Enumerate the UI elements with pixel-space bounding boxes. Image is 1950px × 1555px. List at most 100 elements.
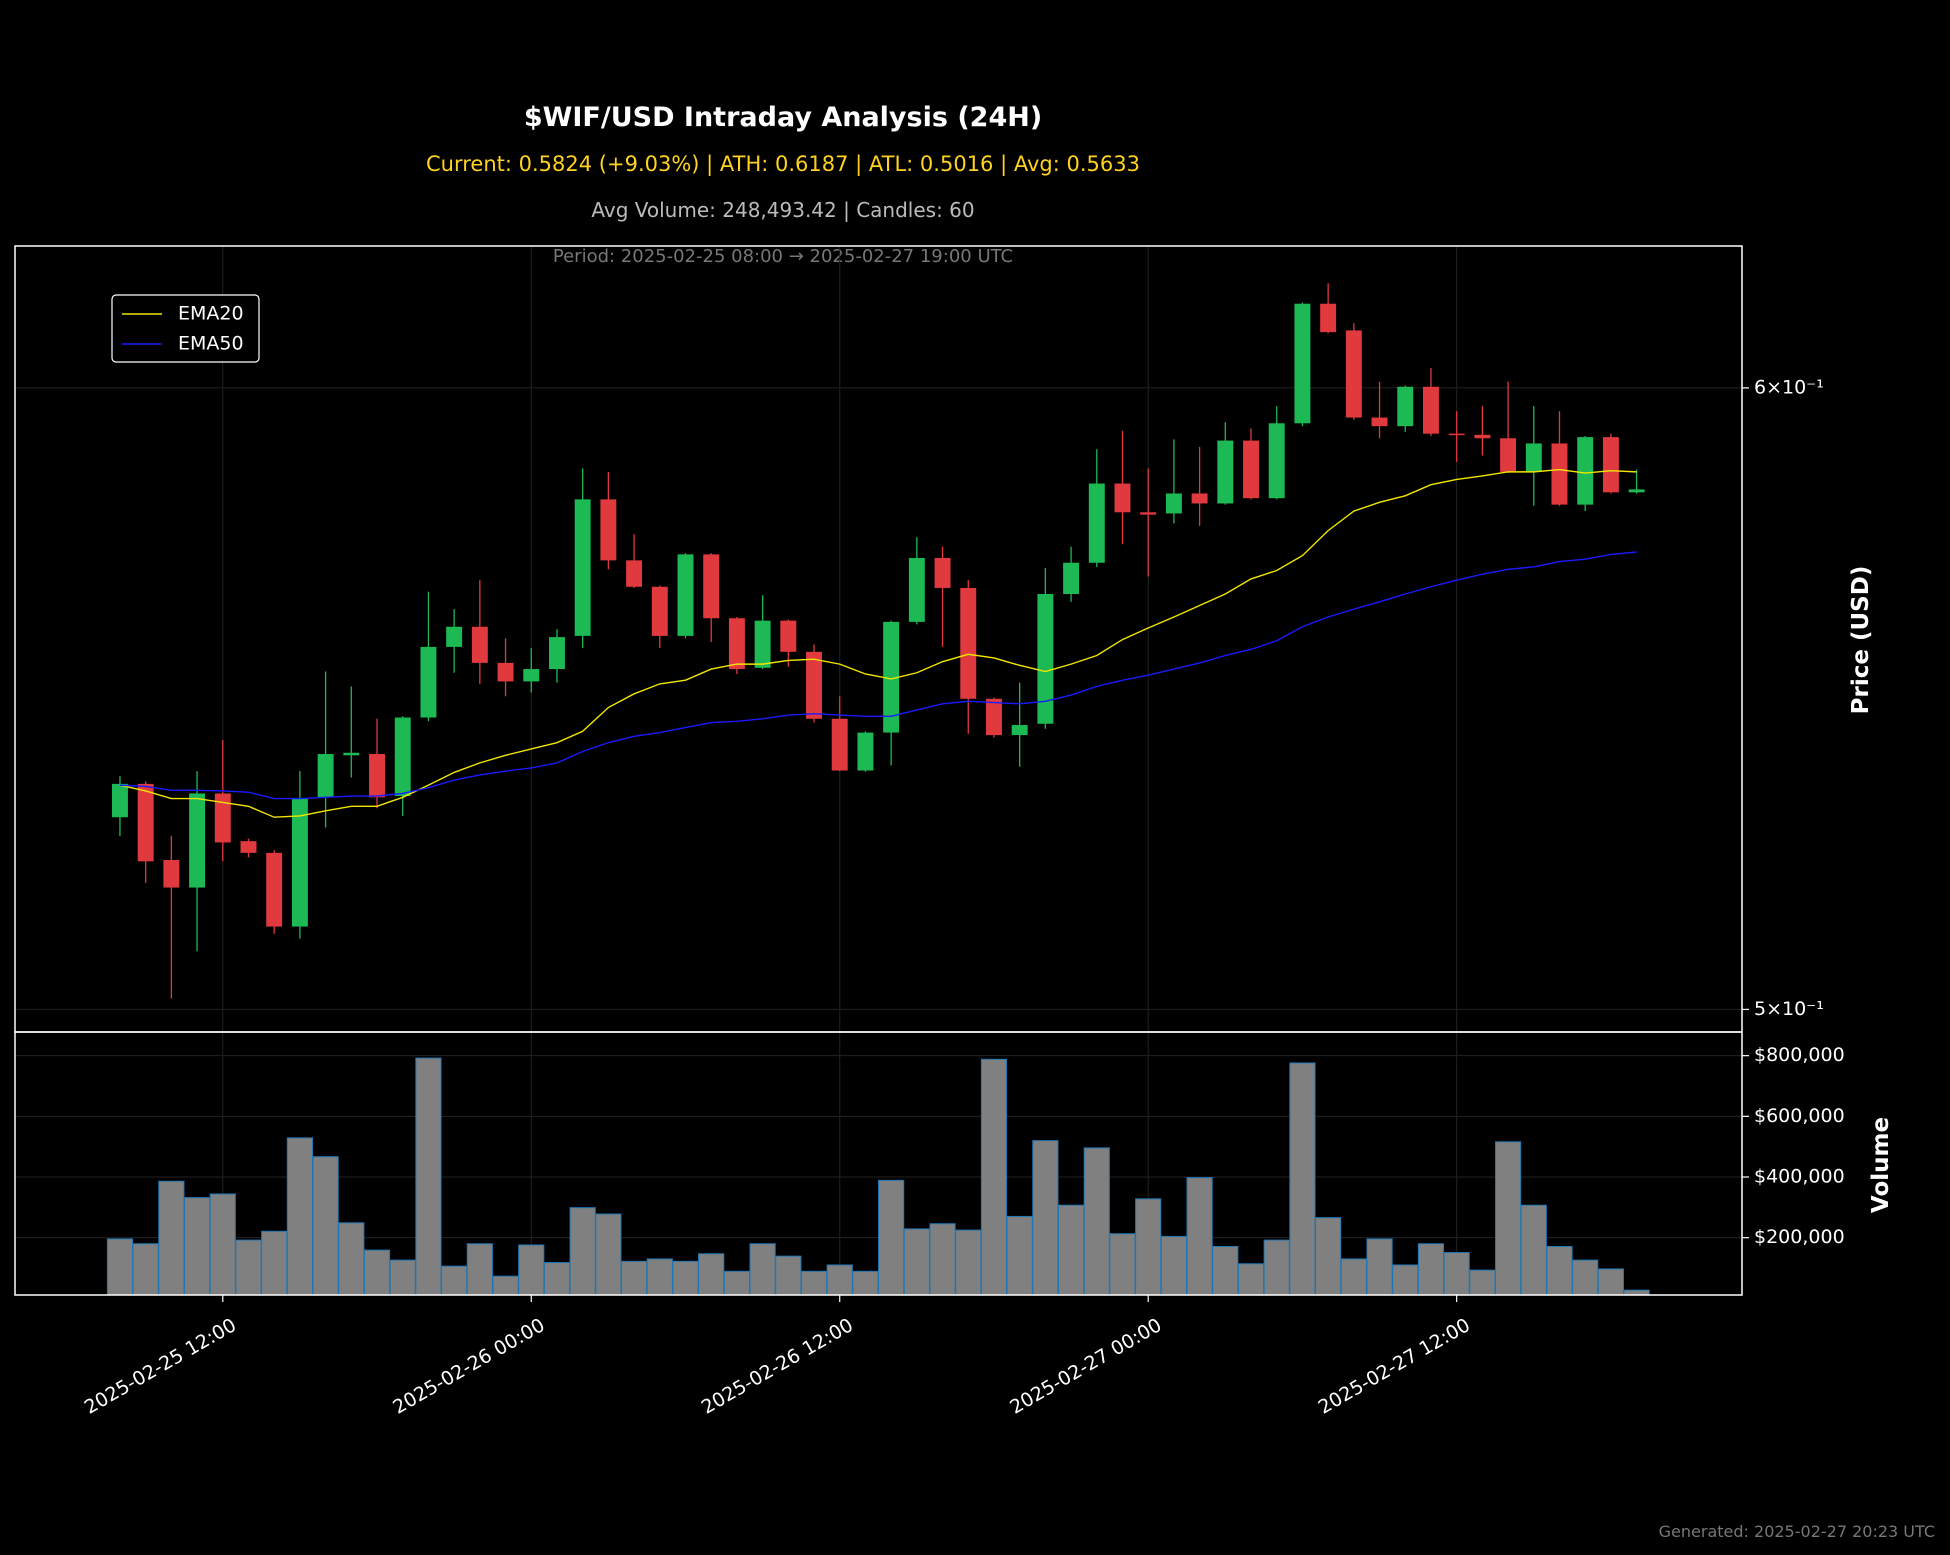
volume-bar — [1212, 1245, 1239, 1295]
volume-bar — [1392, 1264, 1419, 1295]
candle-body — [523, 669, 540, 682]
subtitle: Period: 2025-02-25 08:00 → 2025-02-27 19… — [553, 246, 1013, 267]
candle-body — [1500, 438, 1517, 472]
y-axis-label: Volume — [1868, 1117, 1894, 1213]
volume-bar — [569, 1207, 596, 1295]
candle-body — [1397, 386, 1414, 427]
candle-body — [1320, 303, 1337, 333]
legend-label: EMA50 — [178, 333, 244, 355]
volume-bar — [1597, 1268, 1624, 1295]
volume-bar — [1083, 1147, 1110, 1295]
candle-body — [1037, 593, 1054, 724]
volume-bar — [1289, 1062, 1316, 1295]
volume-bar — [1494, 1141, 1522, 1295]
candle-body — [163, 860, 180, 888]
volume-bar — [826, 1264, 853, 1295]
candle-body — [934, 557, 951, 588]
candle-body — [728, 618, 745, 670]
candle-body — [1088, 483, 1105, 563]
candle-body — [471, 626, 488, 663]
candle-body — [1345, 330, 1362, 418]
volume-bar — [878, 1179, 905, 1295]
volume-bar — [1366, 1238, 1393, 1295]
volume-bar — [518, 1244, 545, 1295]
volume-bar — [1237, 1263, 1265, 1295]
volume-bar — [1623, 1289, 1650, 1295]
candle-body — [1191, 493, 1208, 504]
volume-bar — [312, 1156, 339, 1295]
candle-body — [985, 698, 1002, 736]
volume-bar — [1520, 1204, 1547, 1295]
volume-bar — [389, 1259, 416, 1295]
volume-bar — [903, 1228, 930, 1295]
candle-body — [831, 718, 848, 771]
volume-bar — [1417, 1243, 1445, 1295]
candle-body — [600, 499, 617, 561]
candle-body — [574, 499, 591, 636]
volume-bar — [106, 1238, 134, 1295]
volume-bar — [1057, 1204, 1085, 1295]
candle-body — [1294, 303, 1311, 424]
volume-bar — [1443, 1252, 1470, 1295]
volume-bar — [620, 1260, 648, 1295]
candle-body — [626, 560, 643, 587]
candle-body — [1422, 386, 1439, 434]
volume-bar — [1109, 1233, 1136, 1295]
footnote: Generated: 2025-02-27 20:23 UTC — [1659, 1522, 1935, 1541]
candle-body — [651, 586, 668, 636]
candle-body — [883, 621, 900, 733]
candle-body — [1448, 433, 1465, 436]
volume-bar — [492, 1275, 519, 1295]
candle-body — [497, 662, 514, 682]
candle-body — [754, 620, 771, 668]
candle-body — [240, 841, 257, 853]
candle-body — [137, 783, 154, 862]
candle-body — [291, 798, 308, 927]
candle-body — [548, 637, 565, 670]
candle-body — [703, 554, 720, 619]
candle-body — [1551, 443, 1568, 505]
ema-line — [119, 468, 1637, 818]
volume-bar — [1546, 1245, 1573, 1295]
volume-bar — [543, 1262, 571, 1295]
volume-bar — [749, 1243, 776, 1295]
volume-bar — [955, 1229, 982, 1295]
candle-body — [857, 732, 874, 771]
volume-bar — [723, 1270, 750, 1295]
volume-bar — [698, 1253, 725, 1295]
ema-line — [119, 551, 1637, 800]
chart-title: $WIF/USD Intraday Analysis (24H) — [524, 102, 1042, 133]
volume-bar — [1186, 1177, 1213, 1295]
volume-bar — [158, 1180, 185, 1295]
candle-body — [420, 646, 437, 718]
volume-bar — [415, 1057, 442, 1295]
volume-bar — [261, 1230, 288, 1295]
volume-bar — [852, 1270, 879, 1295]
y-tick-label: $200,000 — [1754, 1226, 1845, 1248]
volume-bar — [441, 1265, 468, 1295]
candle-body — [1140, 512, 1157, 515]
volume-bar — [1315, 1217, 1342, 1295]
subtitle: Current: 0.5824 (+9.03%) | ATH: 0.6187 |… — [426, 152, 1140, 177]
candle-body — [677, 554, 694, 636]
candle-body — [1371, 417, 1388, 427]
legend-label: EMA20 — [178, 303, 244, 325]
volume-bar — [1032, 1140, 1059, 1295]
candle-body — [369, 754, 385, 798]
legend-box — [111, 294, 260, 363]
candle-body — [1628, 489, 1645, 493]
candle-body — [1577, 437, 1594, 505]
candle-body — [1268, 423, 1285, 499]
volume-bar — [646, 1258, 673, 1295]
candle-body — [806, 651, 822, 719]
volume-bar — [209, 1193, 236, 1295]
volume-bar — [775, 1255, 802, 1295]
candle-body — [780, 620, 797, 652]
volume-bar — [800, 1270, 828, 1295]
volume-bar — [183, 1197, 211, 1295]
candle-body — [1217, 440, 1234, 504]
candle-body — [1165, 493, 1182, 514]
volume-bar — [338, 1222, 365, 1295]
candle-body — [343, 752, 360, 756]
volume-bar — [1160, 1235, 1187, 1295]
